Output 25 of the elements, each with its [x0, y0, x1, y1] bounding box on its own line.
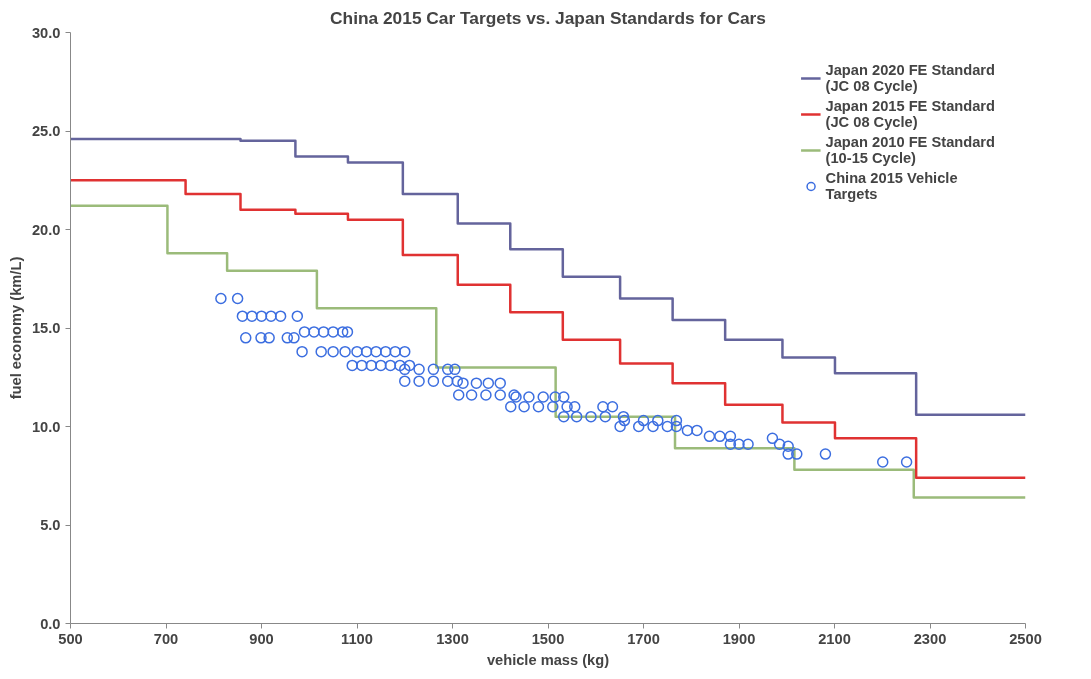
- x-tick-label: 1300: [436, 630, 469, 647]
- chart-title: China 2015 Car Targets vs. Japan Standards for Cars: [330, 7, 766, 28]
- y-tick-label: 20.0: [31, 221, 61, 238]
- y-tick-label: 25.0: [31, 123, 61, 139]
- x-axis-title: vehicle mass (kg): [486, 651, 610, 668]
- y-tick-label: 30.0: [31, 24, 61, 41]
- legend-label: China 2015 Vehicle Targets: [825, 170, 958, 202]
- legend-label: Japan 2020 FE Standard (JC 08 Cycle): [825, 62, 995, 94]
- y-tick-label: 0.0: [40, 615, 61, 632]
- y-tick-label: 10.0: [31, 418, 61, 435]
- x-tick-label: 1900: [722, 630, 756, 647]
- x-tick-label: 900: [249, 630, 274, 647]
- x-tick-label: 2100: [818, 630, 851, 647]
- y-tick-label: 15.0: [31, 320, 61, 336]
- x-tick-label: 500: [58, 630, 83, 647]
- x-tick-label: 2300: [913, 630, 947, 647]
- legend-label: Japan 2010 FE Standard (10-15 Cycle): [825, 134, 995, 166]
- y-tick-label: 5.0: [40, 517, 61, 533]
- x-tick-label: 1500: [531, 630, 565, 647]
- x-tick-label: 1100: [341, 630, 373, 647]
- x-tick-label: 2500: [1009, 630, 1042, 647]
- x-tick-label: 1700: [627, 630, 660, 647]
- x-tick-label: 700: [153, 630, 179, 647]
- legend-label: Japan 2015 FE Standard (JC 08 Cycle): [825, 98, 995, 130]
- y-axis-title: fuel economy (km/L): [7, 256, 24, 400]
